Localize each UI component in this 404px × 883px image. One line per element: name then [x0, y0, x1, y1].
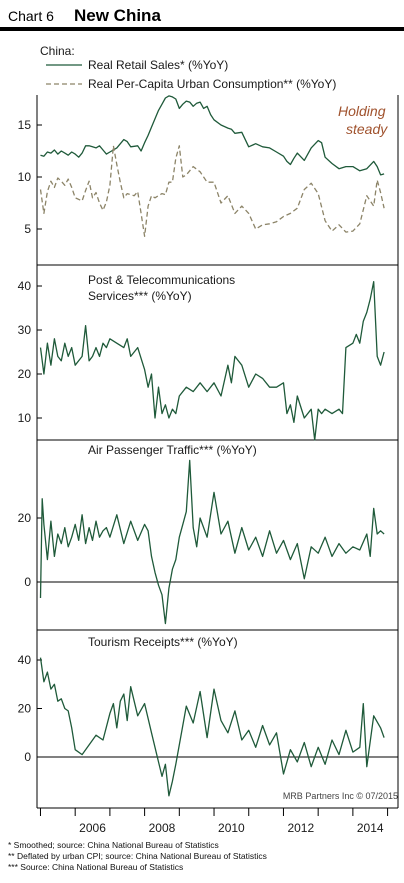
- y-tick-label: 20: [18, 702, 32, 716]
- series-line-3-1: [39, 459, 385, 625]
- y-tick-label: 30: [18, 323, 32, 337]
- panel-title: Tourism Receipts*** (%YoY): [88, 635, 238, 649]
- y-tick-label: 20: [18, 367, 32, 381]
- x-tick-label: 2008: [149, 821, 176, 835]
- x-axis: 2006 2008 2010 2012 2014: [37, 807, 398, 835]
- y-tick-label: 5: [24, 222, 31, 236]
- footnote-3: *** Source: China National Bureau of Sta…: [8, 862, 183, 872]
- panel-title-line-2: Services*** (%YoY): [88, 289, 192, 303]
- y-tick-label: 40: [18, 279, 32, 293]
- y-tick-label: 15: [18, 118, 32, 132]
- x-tick-label: 2010: [218, 821, 245, 835]
- footnote-2: ** Deflated by urban CPI; source: China …: [8, 851, 267, 861]
- series-line-1-1: [40, 95, 385, 176]
- legend-label-consumption: Real Per-Capita Urban Consumption** (%Yo…: [88, 77, 336, 91]
- series-line-1-2: [39, 145, 385, 237]
- panel-4: 0 20 40 Tourism Receipts*** (%YoY): [18, 635, 398, 797]
- chart-number: Chart 6: [8, 8, 54, 24]
- annotation-line-1: Holding: [338, 103, 386, 119]
- x-tick-label: 2012: [287, 821, 314, 835]
- chart-panels: 5 10 15 China: Real Retail Sales* (%YoY) Real…: [18, 44, 399, 808]
- legend-label-retail: Real Retail Sales* (%YoY): [88, 58, 228, 72]
- y-tick-label: 40: [18, 653, 32, 667]
- y-tick-label: 10: [18, 411, 32, 425]
- legend-title: China:: [40, 44, 75, 58]
- credit-text: MRB Partners Inc © 07/2015: [283, 791, 398, 801]
- footnote-1: * Smoothed; source: China National Burea…: [8, 840, 219, 850]
- x-tick-label: 2014: [357, 821, 384, 835]
- panel-2: 10 20 30 40 Post & Telecommunications Service…: [18, 273, 385, 441]
- panel-title-line-1: Post & Telecommunications: [88, 273, 235, 287]
- series-line-2-1: [39, 280, 385, 441]
- y-tick-label: 20: [18, 511, 32, 525]
- y-tick-label: 10: [18, 170, 32, 184]
- header-rule: [0, 27, 404, 31]
- annotation-line-2: steady: [346, 121, 388, 137]
- x-tick-label: 2006: [79, 821, 106, 835]
- panel-3: 0 20 Air Passenger Traffic*** (%YoY): [18, 443, 398, 625]
- panel-title: Air Passenger Traffic*** (%YoY): [88, 443, 257, 457]
- y-tick-label: 0: [24, 750, 31, 764]
- y-tick-label: 0: [24, 575, 31, 589]
- panel-1: 5 10 15 China: Real Retail Sales* (%YoY) Real…: [18, 44, 388, 237]
- series-line-4-1: [39, 657, 385, 797]
- chart-title: New China: [74, 6, 161, 25]
